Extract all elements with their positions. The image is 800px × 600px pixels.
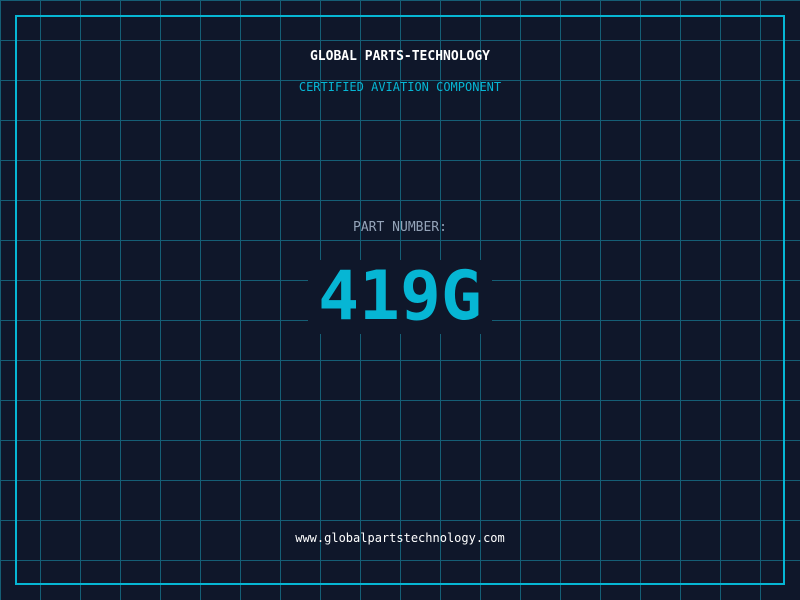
website-url: www.globalpartstechnology.com xyxy=(295,531,505,545)
border-frame xyxy=(15,15,785,585)
company-title: GLOBAL PARTS-TECHNOLOGY xyxy=(309,49,490,64)
part-number-label: PART NUMBER: xyxy=(353,220,447,235)
part-number-value: 419G xyxy=(308,260,492,334)
certification-subtitle: CERTIFIED AVIATION COMPONENT xyxy=(298,80,502,94)
